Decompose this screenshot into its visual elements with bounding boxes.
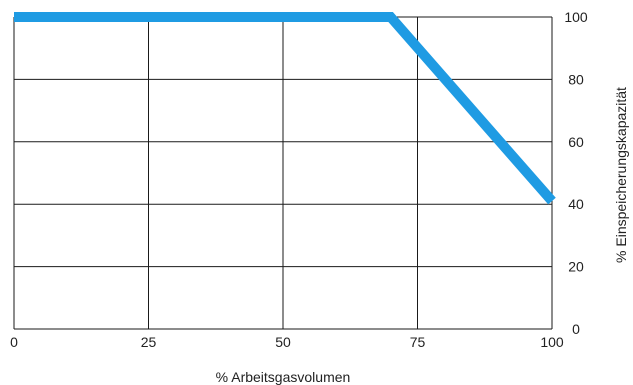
series-line-0 <box>14 12 556 205</box>
y-tick-label-40: 40 <box>568 196 584 212</box>
y-axis-title: % Einspeicherungskapazität <box>613 87 629 263</box>
x-tick-label-75: 75 <box>410 334 426 350</box>
x-tick-label-100: 100 <box>540 334 564 350</box>
y-tick-label-20: 20 <box>568 259 584 275</box>
y-tick-label-100: 100 <box>564 9 588 25</box>
grid <box>13 16 553 330</box>
x-tick-label-0: 0 <box>10 334 18 350</box>
x-tick-label-50: 50 <box>275 334 291 350</box>
x-tick-label-25: 25 <box>141 334 157 350</box>
y-tick-label-0: 0 <box>572 321 580 337</box>
y-tick-label-80: 80 <box>568 71 584 87</box>
series-layer <box>14 12 556 205</box>
x-axis-title: % Arbeitsgasvolumen <box>216 369 351 385</box>
tick-labels: 0 25 50 75 100 0 20 40 60 80 100 <box>10 9 588 350</box>
y-tick-label-60: 60 <box>568 134 584 150</box>
